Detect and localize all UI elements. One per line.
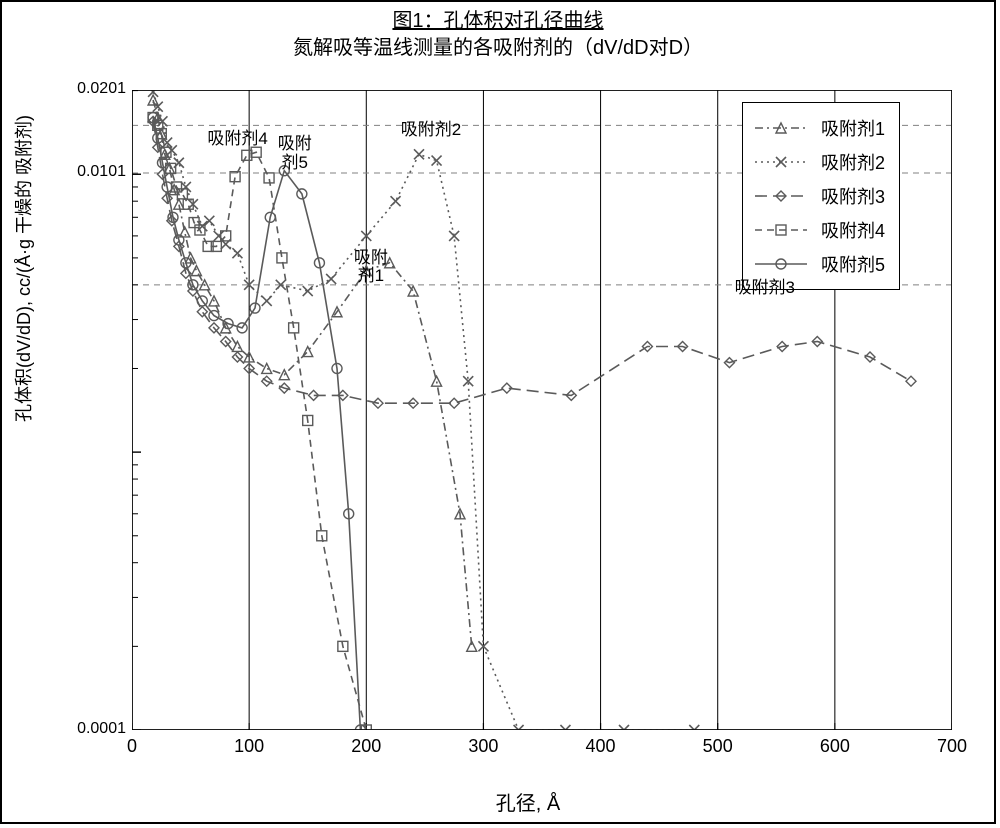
legend-swatch	[753, 218, 809, 242]
chart-title-line2: 氮解吸等温线测量的各吸附剂的（dV/dD对D）	[293, 37, 703, 59]
chart-frame: 图1：孔体积对孔径曲线 氮解吸等温线测量的各吸附剂的（dV/dD对D） 孔体积(…	[0, 0, 996, 824]
legend-label: 吸附剂3	[821, 183, 885, 209]
series-inline-label: 吸附剂5	[278, 135, 312, 172]
x-tick-label: 700	[932, 736, 972, 757]
legend-item: 吸附剂2	[753, 145, 885, 179]
x-tick-label: 100	[229, 736, 269, 757]
series-inline-label: 吸附剂2	[401, 121, 461, 140]
legend-label: 吸附剂2	[821, 149, 885, 175]
x-tick-label: 0	[112, 736, 152, 757]
legend-label: 吸附剂4	[821, 217, 885, 243]
x-tick-label: 600	[815, 736, 855, 757]
legend-swatch	[753, 252, 809, 276]
legend-swatch	[753, 150, 809, 174]
series-inline-label: 吸附剂3	[735, 279, 795, 298]
legend-item: 吸附剂1	[753, 111, 885, 145]
series-inline-label: 吸附剂1	[354, 249, 388, 286]
chart-title-block: 图1：孔体积对孔径曲线 氮解吸等温线测量的各吸附剂的（dV/dD对D）	[2, 2, 994, 62]
legend: 吸附剂1 吸附剂2 吸附剂3 吸附剂4 吸附剂5	[742, 102, 900, 290]
legend-item: 吸附剂4	[753, 213, 885, 247]
x-tick-label: 500	[698, 736, 738, 757]
legend-item: 吸附剂5	[753, 247, 885, 281]
legend-swatch	[753, 116, 809, 140]
series-inline-label: 吸附剂4	[207, 130, 267, 149]
chart-title-line1: 图1：孔体积对孔径曲线	[392, 10, 603, 32]
y-tick-label: 0.0101	[66, 163, 126, 181]
x-axis-label: 孔径, Å	[62, 787, 994, 816]
y-axis-label: 孔体积(dV/dD), cc/(Å·g 干燥的 吸附剂)	[10, 115, 36, 422]
legend-swatch	[753, 184, 809, 208]
legend-label: 吸附剂5	[821, 251, 885, 277]
x-tick-label: 400	[581, 736, 621, 757]
legend-item: 吸附剂3	[753, 179, 885, 213]
y-tick-label: 0.0201	[66, 80, 126, 98]
x-tick-label: 300	[463, 736, 503, 757]
x-tick-label: 200	[346, 736, 386, 757]
legend-label: 吸附剂1	[821, 115, 885, 141]
